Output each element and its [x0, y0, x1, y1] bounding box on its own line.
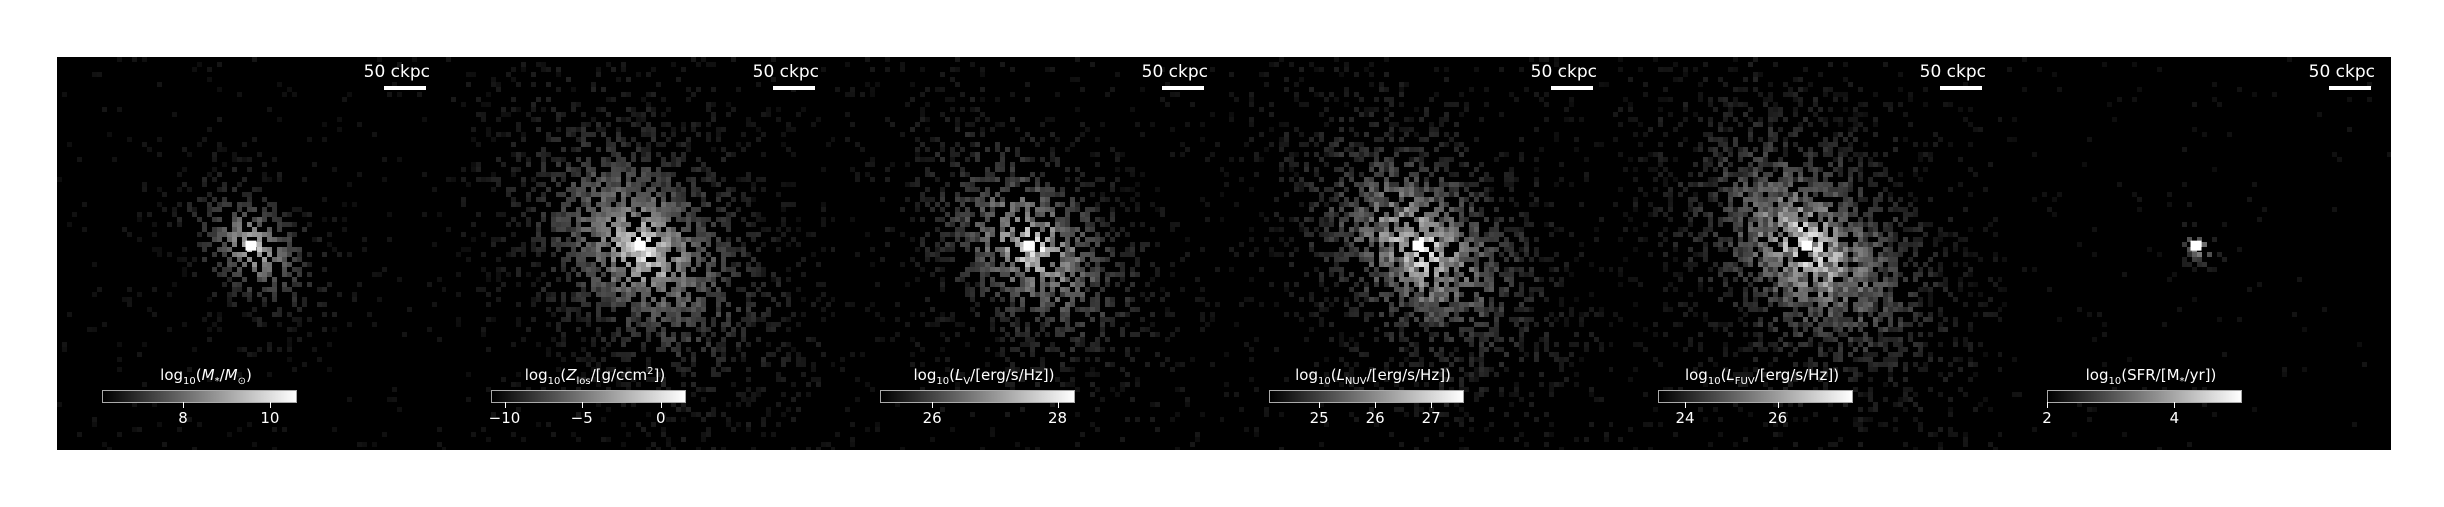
scale-bar [1551, 86, 1593, 90]
map-image [1224, 57, 1613, 450]
panel-nuv-luminosity: 50 ckpc log10(LNUV/[erg/s/Hz]) 25 26 27 [1224, 57, 1613, 450]
scale-label: 50 ckpc [1919, 62, 1986, 82]
colorbar-tick-label: 26 [1365, 409, 1385, 427]
colorbar [880, 390, 1075, 403]
colorbar-tick [1057, 402, 1059, 408]
colorbar-tick [2174, 402, 2176, 408]
colorbar-tick [932, 402, 934, 408]
scale-label: 50 ckpc [752, 62, 819, 82]
colorbar-label: log10(LV/[erg/s/Hz]) [913, 366, 1055, 387]
scale-label: 50 ckpc [363, 62, 430, 82]
map-image [1613, 57, 2002, 450]
scale-bar [384, 86, 426, 90]
colorbar-tick-label: 0 [656, 409, 666, 427]
colorbar-tick-label: 27 [1421, 409, 1441, 427]
colorbar-tick [1777, 402, 1779, 408]
scale-bar [1162, 86, 1204, 90]
colorbar-tick-label: 25 [1309, 409, 1329, 427]
colorbar-tick [504, 402, 506, 408]
scale-bar [1940, 86, 1982, 90]
colorbar-tick [660, 402, 662, 408]
colorbar-label: log10(M*/M⊙) [160, 366, 252, 387]
colorbar-tick-label: −5 [570, 409, 593, 427]
colorbar-tick-label: 26 [1768, 409, 1788, 427]
scale-bar [773, 86, 815, 90]
colorbar-tick [269, 402, 271, 408]
scale-label: 50 ckpc [2308, 62, 2375, 82]
colorbar-tick-label: 8 [178, 409, 188, 427]
colorbar-tick [2047, 402, 2048, 408]
colorbar-tick [1319, 402, 1321, 408]
colorbar-tick-label: 24 [1675, 409, 1695, 427]
colorbar-tick-label: −10 [488, 409, 521, 427]
colorbar-label: log10(LFUV/[erg/s/Hz]) [1684, 366, 1840, 387]
colorbar-tick [1431, 402, 1433, 408]
panel-v-band-luminosity: 50 ckpc log10(LV/[erg/s/Hz]) 26 28 [835, 57, 1224, 450]
colorbar-tick [581, 402, 583, 408]
scale-label: 50 ckpc [1530, 62, 1597, 82]
map-image [2002, 57, 2391, 450]
colorbar-label: log10(LNUV/[erg/s/Hz]) [1295, 366, 1451, 387]
colorbar-tick [1375, 402, 1377, 408]
colorbar [102, 390, 297, 403]
colorbar-tick-label: 28 [1048, 409, 1068, 427]
colorbar-label: log10(Zlos/[g/ccm2]) [524, 366, 666, 387]
colorbar-tick [183, 402, 185, 408]
scale-bar [2329, 86, 2371, 90]
scale-label: 50 ckpc [1141, 62, 1208, 82]
panel-fuv-luminosity: 50 ckpc log10(LFUV/[erg/s/Hz]) 24 26 [1613, 57, 2002, 450]
colorbar [491, 390, 686, 403]
map-image [446, 57, 835, 450]
colorbar [1658, 390, 1853, 403]
panel-star-formation-rate: 50 ckpc log10(SFR/[M*/yr]) 2 4 [2002, 57, 2391, 450]
colorbar-tick-label: 26 [922, 409, 942, 427]
colorbar-tick [1685, 402, 1687, 408]
colorbar-label: log10(SFR/[M*/yr]) [2085, 366, 2217, 387]
map-image [57, 57, 446, 450]
colorbar [1269, 390, 1464, 403]
map-image [835, 57, 1224, 450]
colorbar-tick-label: 2 [2042, 409, 2052, 427]
figure-strip: 50 ckpc log10(M*/M⊙) 8 10 50 ckpc log10(Zlos/… [57, 57, 2391, 450]
panel-metal-surface-density: 50 ckpc log10(Zlos/[g/ccm2]) −10 −5 0 [446, 57, 835, 450]
colorbar-tick-label: 4 [2169, 409, 2180, 427]
panel-stellar-mass: 50 ckpc log10(M*/M⊙) 8 10 [57, 57, 446, 450]
colorbar [2047, 390, 2242, 403]
colorbar-tick-label: 10 [260, 409, 280, 427]
